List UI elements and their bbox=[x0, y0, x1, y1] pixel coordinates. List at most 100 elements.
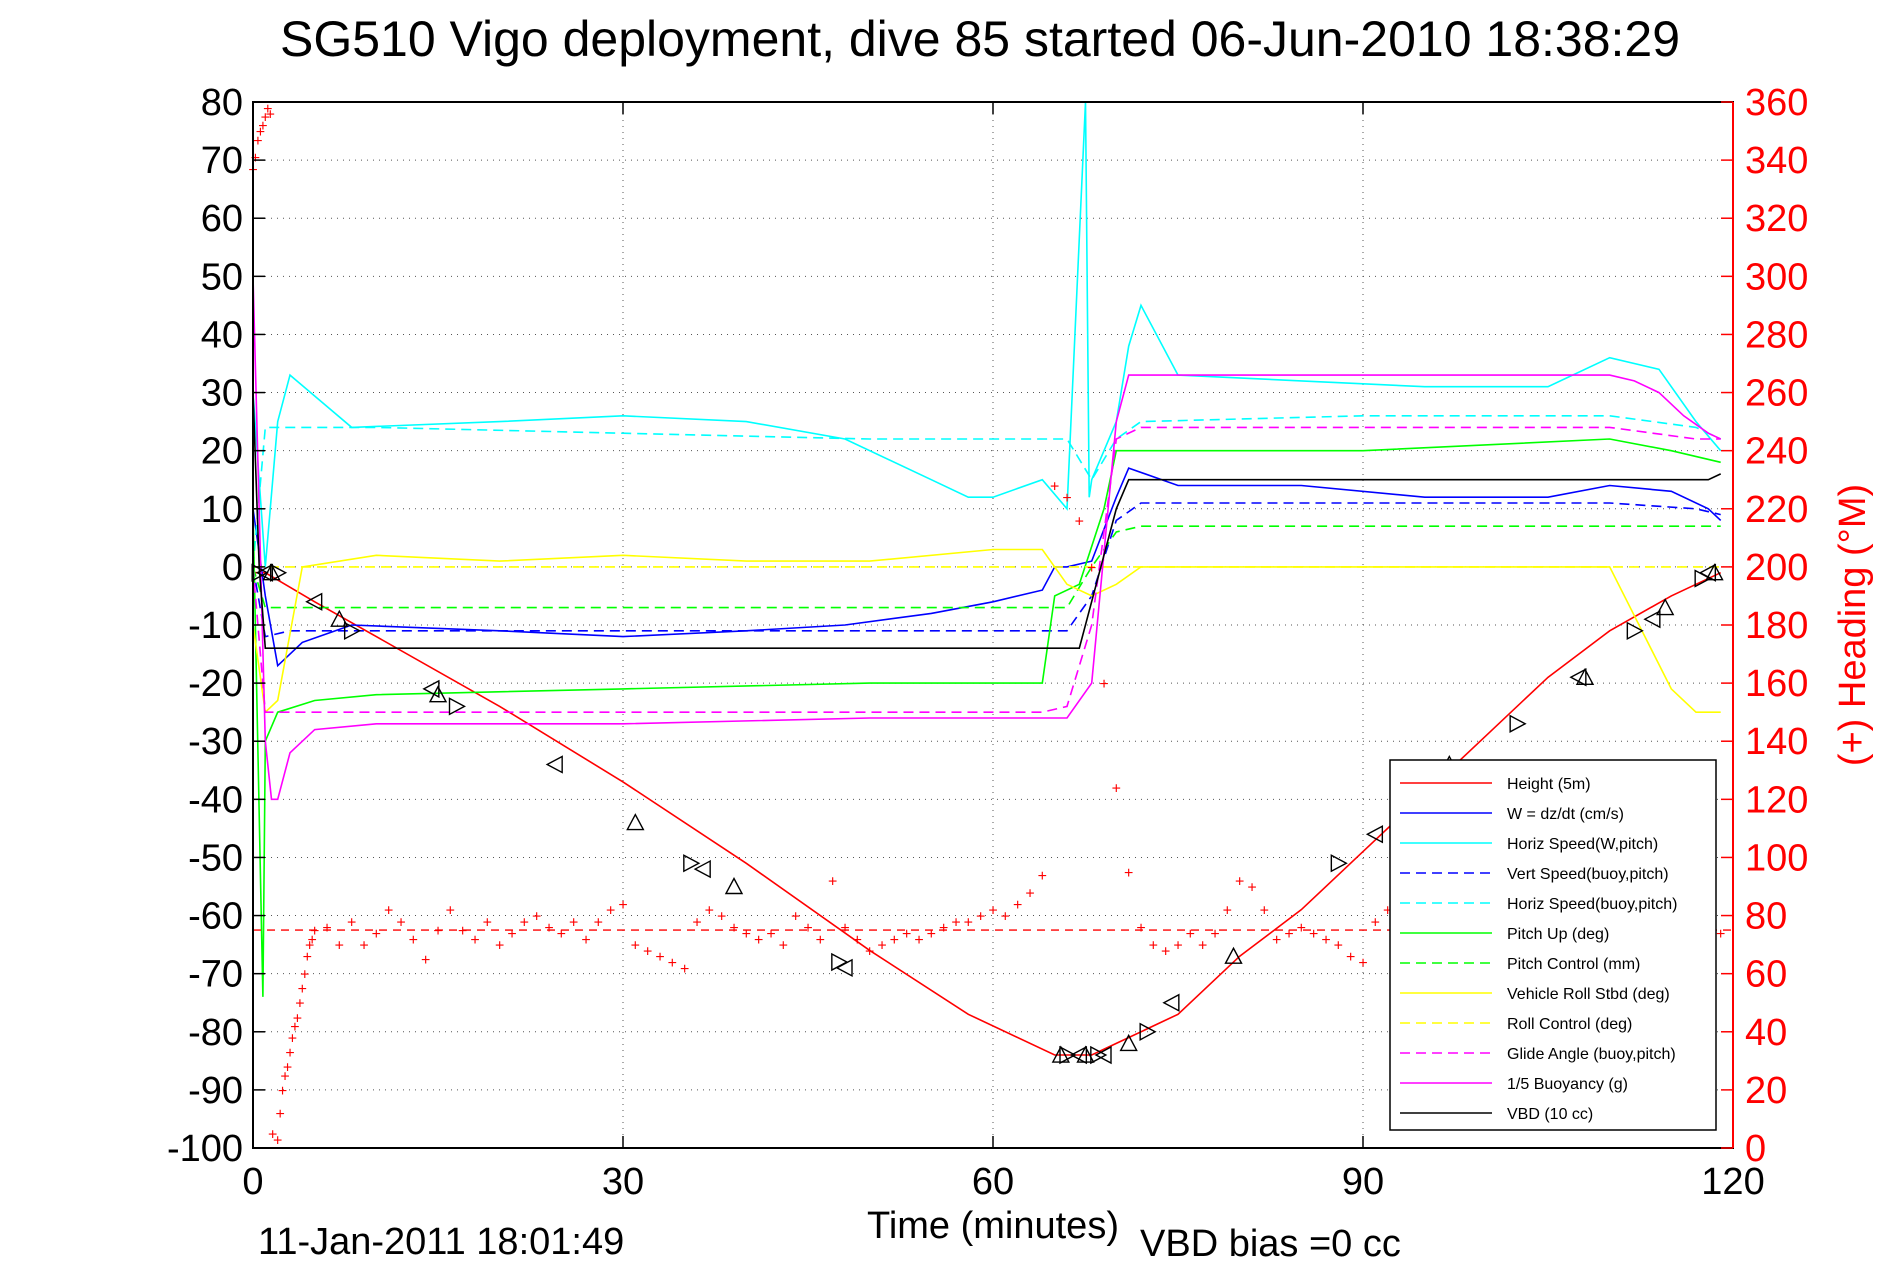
heading-point: + bbox=[927, 926, 936, 943]
series-line-2 bbox=[252, 101, 1722, 567]
x-tick-label: 120 bbox=[1701, 1161, 1764, 1203]
x-axis: 0 30 60 90 120 bbox=[242, 102, 1765, 1203]
y-tick-label: -30 bbox=[188, 721, 243, 763]
series-line-3 bbox=[252, 502, 1721, 638]
heading-point: + bbox=[877, 938, 886, 955]
heading-point: + bbox=[816, 932, 825, 949]
legend-label: Pitch Up (deg) bbox=[1507, 926, 1609, 943]
y2-tick-label: 200 bbox=[1745, 547, 1808, 589]
heading-point: + bbox=[655, 949, 664, 966]
heading-point: + bbox=[295, 996, 304, 1013]
x-axis-label: Time (minutes) bbox=[867, 1205, 1119, 1247]
height-marker bbox=[1655, 598, 1675, 616]
heading-point: + bbox=[310, 923, 319, 940]
series-line-4 bbox=[252, 414, 1722, 567]
y2-tick-label: 0 bbox=[1745, 1128, 1766, 1170]
height-marker bbox=[626, 813, 645, 831]
y2-tick-label: 260 bbox=[1745, 373, 1808, 415]
heading-point: + bbox=[853, 932, 862, 949]
heading-point: + bbox=[1087, 560, 1096, 577]
heading-point: + bbox=[1062, 490, 1071, 507]
footer-vbd-bias: VBD bias =0 cc bbox=[1140, 1223, 1401, 1262]
legend-label: W = dz/dt (cm/s) bbox=[1507, 806, 1624, 823]
heading-point: + bbox=[668, 955, 677, 972]
heading-point: + bbox=[865, 943, 874, 960]
y2-tick-label: 180 bbox=[1745, 605, 1808, 647]
heading-point: + bbox=[520, 914, 529, 931]
heading-point: + bbox=[1272, 932, 1281, 949]
heading-point: + bbox=[631, 938, 640, 955]
heading-point: + bbox=[263, 101, 272, 118]
heading-point: + bbox=[1235, 874, 1244, 891]
y-tick-label: -60 bbox=[188, 896, 243, 938]
heading-point: + bbox=[729, 920, 738, 937]
heading-point: + bbox=[902, 926, 911, 943]
y2-tick-label: 320 bbox=[1745, 198, 1808, 240]
heading-point: + bbox=[569, 914, 578, 931]
x-tick-label: 60 bbox=[972, 1161, 1014, 1203]
y-tick-label: -20 bbox=[188, 663, 243, 705]
heading-point: + bbox=[396, 914, 405, 931]
series-line-9 bbox=[252, 426, 1721, 714]
heading-point: + bbox=[293, 1010, 302, 1027]
y-tick-label: -10 bbox=[188, 605, 243, 647]
y-tick-label: 20 bbox=[201, 431, 243, 473]
heading-point: + bbox=[1358, 955, 1367, 972]
heading-point: + bbox=[280, 1068, 289, 1085]
heading-point: + bbox=[1075, 513, 1084, 530]
heading-point: + bbox=[1013, 897, 1022, 914]
heading-point: + bbox=[742, 926, 751, 943]
heading-point: + bbox=[643, 943, 652, 960]
y-tick-label: -40 bbox=[188, 779, 243, 821]
heading-point: + bbox=[1198, 938, 1207, 955]
heading-point: + bbox=[1210, 926, 1219, 943]
heading-point: + bbox=[266, 107, 275, 124]
legend-label: Horiz Speed(buoy,pitch) bbox=[1507, 896, 1677, 913]
heading-point: + bbox=[446, 903, 455, 920]
heading-point: + bbox=[335, 938, 344, 955]
heading-point: + bbox=[372, 926, 381, 943]
y2-tick-label: 80 bbox=[1745, 896, 1787, 938]
y-tick-label: 30 bbox=[201, 373, 243, 415]
legend-label: Glide Angle (buoy,pitch) bbox=[1507, 1046, 1676, 1063]
y2-tick-label: 300 bbox=[1745, 256, 1808, 298]
heading-point: + bbox=[606, 903, 615, 920]
y-tick-label: 60 bbox=[201, 198, 243, 240]
heading-point: + bbox=[1297, 920, 1306, 937]
heading-point: + bbox=[283, 1060, 292, 1077]
chart-title: SG510 Vigo deployment, dive 85 started 0… bbox=[280, 11, 1680, 67]
heading-point: + bbox=[1025, 885, 1034, 902]
height-marker bbox=[1119, 1033, 1138, 1052]
heading-point: + bbox=[290, 1019, 299, 1036]
height-marker bbox=[545, 755, 563, 774]
heading-point: + bbox=[258, 118, 267, 135]
height-marker bbox=[428, 685, 448, 703]
heading-point: + bbox=[840, 920, 849, 937]
heading-point: + bbox=[278, 1083, 287, 1100]
heading-point: + bbox=[273, 1132, 282, 1149]
height-marker bbox=[1076, 1045, 1095, 1063]
heading-point: + bbox=[791, 909, 800, 926]
heading-point: + bbox=[1124, 865, 1133, 882]
heading-point: + bbox=[951, 914, 960, 931]
heading-point: + bbox=[300, 967, 309, 984]
heading-point: + bbox=[1149, 938, 1158, 955]
y-axis-right: 3603403203002802602402202001801601401201… bbox=[1721, 82, 1808, 1170]
heading-point: + bbox=[483, 914, 492, 931]
heading-point: + bbox=[305, 938, 314, 955]
height-marker bbox=[1162, 993, 1180, 1012]
legend-label: Vert Speed(buoy,pitch) bbox=[1507, 866, 1669, 883]
heading-point: + bbox=[1112, 781, 1121, 798]
heading-point: + bbox=[594, 914, 603, 931]
heading-point: + bbox=[409, 932, 418, 949]
heading-point: + bbox=[384, 903, 393, 920]
y-tick-label: 70 bbox=[201, 140, 243, 182]
height-marker bbox=[1094, 1045, 1112, 1065]
heading-point: + bbox=[421, 952, 430, 969]
height-marker bbox=[724, 877, 744, 895]
series-line-0 bbox=[253, 571, 1722, 1056]
heading-point: + bbox=[1136, 920, 1145, 937]
heading-point: + bbox=[1371, 914, 1380, 931]
